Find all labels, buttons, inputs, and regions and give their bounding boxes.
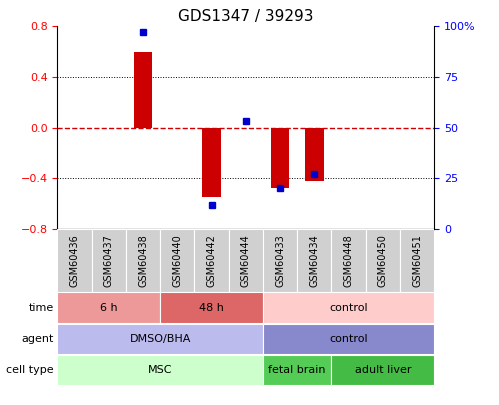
- Text: GSM60437: GSM60437: [104, 234, 114, 287]
- Bar: [57, 229, 92, 292]
- Bar: [57, 292, 160, 323]
- Text: GSM60444: GSM60444: [241, 234, 251, 287]
- Bar: [57, 355, 263, 385]
- Bar: [160, 229, 195, 292]
- Text: 6 h: 6 h: [100, 303, 118, 313]
- Text: GSM60442: GSM60442: [207, 234, 217, 287]
- Text: GSM60448: GSM60448: [343, 234, 353, 287]
- Title: GDS1347 / 39293: GDS1347 / 39293: [178, 9, 313, 24]
- Bar: [400, 229, 434, 292]
- Bar: [202, 128, 221, 197]
- Text: agent: agent: [21, 334, 54, 344]
- Text: MSC: MSC: [148, 365, 172, 375]
- Text: GSM60451: GSM60451: [412, 234, 422, 287]
- Bar: [297, 229, 331, 292]
- Bar: [270, 128, 289, 188]
- Bar: [126, 229, 160, 292]
- Bar: [160, 292, 263, 323]
- Bar: [305, 128, 324, 181]
- Text: control: control: [329, 303, 368, 313]
- Bar: [134, 51, 152, 128]
- Bar: [263, 292, 434, 323]
- Text: GSM60438: GSM60438: [138, 234, 148, 287]
- Text: GSM60434: GSM60434: [309, 234, 319, 287]
- Bar: [229, 229, 263, 292]
- Bar: [195, 229, 229, 292]
- Text: time: time: [29, 303, 54, 313]
- Text: DMSO/BHA: DMSO/BHA: [129, 334, 191, 344]
- Bar: [366, 229, 400, 292]
- Text: 48 h: 48 h: [199, 303, 224, 313]
- Text: GSM60440: GSM60440: [172, 234, 182, 287]
- Text: control: control: [329, 334, 368, 344]
- Bar: [263, 355, 331, 385]
- Bar: [263, 324, 434, 354]
- Text: GSM60450: GSM60450: [378, 234, 388, 287]
- Text: fetal brain: fetal brain: [268, 365, 326, 375]
- Bar: [57, 324, 263, 354]
- Text: adult liver: adult liver: [354, 365, 411, 375]
- Bar: [92, 229, 126, 292]
- Text: cell type: cell type: [6, 365, 54, 375]
- Text: GSM60433: GSM60433: [275, 234, 285, 287]
- Bar: [331, 229, 366, 292]
- Text: GSM60436: GSM60436: [69, 234, 79, 287]
- Bar: [331, 355, 434, 385]
- Bar: [263, 229, 297, 292]
